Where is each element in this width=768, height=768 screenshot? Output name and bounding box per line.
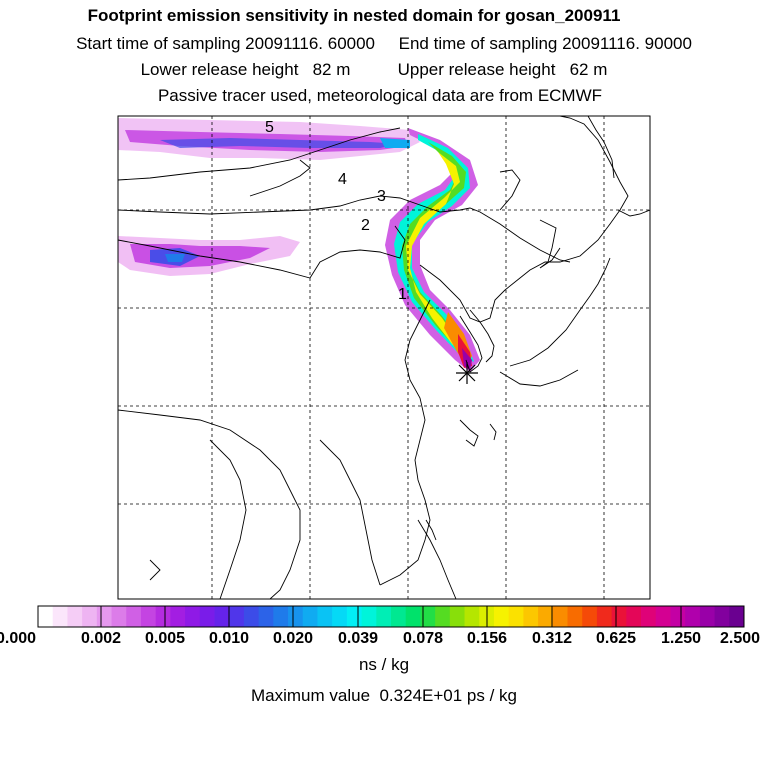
colorbar-swatch <box>523 606 539 627</box>
colorbar-swatch <box>82 606 98 627</box>
colorbar-swatch <box>243 606 260 627</box>
sampling-time-line: Start time of sampling 20091116. 60000 E… <box>76 34 692 53</box>
colorbar-swatch <box>493 606 510 627</box>
colorbar-swatch <box>317 606 333 627</box>
colorbar-swatch <box>435 606 451 627</box>
map-area <box>118 116 650 599</box>
colorbar-swatch <box>214 606 230 627</box>
day-label-2: 2 <box>361 217 370 234</box>
colorbar-swatch <box>611 606 627 627</box>
colorbar-swatch <box>126 606 142 627</box>
sensitivity-plume-west-south <box>118 236 300 276</box>
map-frame <box>117 115 651 600</box>
colorbar-swatch <box>185 606 201 627</box>
colorbar-swatch <box>670 606 686 627</box>
colorbar-tick: 0.000 <box>0 630 36 647</box>
colorbar-swatch <box>140 606 157 627</box>
colorbar-swatch <box>67 606 83 627</box>
maximum-value-label: Maximum value 0.324E+01 ps / kg <box>251 686 517 705</box>
colorbar <box>38 606 745 627</box>
colorbar-swatch <box>52 606 68 627</box>
tracer-info-line: Passive tracer used, meteorological data… <box>157 86 603 105</box>
colorbar-swatch <box>655 606 671 627</box>
plume-day-labels: 1 2 3 4 5 <box>265 119 407 303</box>
colorbar-swatch <box>464 606 480 627</box>
colorbar-tick: 2.500 <box>720 630 760 647</box>
asterisk-icon <box>456 362 478 384</box>
colorbar-swatch <box>714 606 730 627</box>
colorbar-tick: 1.250 <box>661 630 701 647</box>
colorbar-tick-labels: 0.000 0.002 0.005 0.010 0.020 0.039 0.07… <box>0 630 760 647</box>
colorbar-swatch <box>38 606 54 627</box>
coastlines <box>118 116 650 599</box>
colorbar-swatch <box>155 606 171 627</box>
colorbar-swatch <box>582 606 598 627</box>
lat-lon-grid <box>118 116 650 599</box>
colorbar-tick: 0.078 <box>403 630 443 647</box>
colorbar-frame <box>37 605 745 628</box>
day-label-1: 1 <box>398 286 407 303</box>
colorbar-swatch <box>420 606 436 627</box>
colorbar-swatch <box>273 606 289 627</box>
colorbar-tick: 0.312 <box>532 630 572 647</box>
sensitivity-plume-west-north <box>118 118 420 160</box>
colorbar-tick: 0.005 <box>145 630 185 647</box>
release-height-line: Lower release height 82 m Upper release … <box>140 60 608 79</box>
colorbar-swatch <box>170 606 186 627</box>
colorbar-swatch <box>302 606 318 627</box>
colorbar-tick: 0.625 <box>596 630 636 647</box>
colorbar-swatch <box>229 606 245 627</box>
colorbar-swatch <box>596 606 613 627</box>
colorbar-swatch <box>258 606 274 627</box>
colorbar-swatch <box>346 606 362 627</box>
colorbar-tick: 0.156 <box>467 630 507 647</box>
colorbar-swatch <box>699 606 715 627</box>
colorbar-tick: 0.039 <box>338 630 378 647</box>
colorbar-tick: 0.002 <box>81 630 121 647</box>
colorbar-swatch <box>96 606 112 627</box>
colorbar-swatch <box>405 606 421 627</box>
colorbar-swatch <box>391 606 407 627</box>
colorbar-swatch <box>332 606 348 627</box>
plot-title: Footprint emission sensitivity in nested… <box>87 6 621 25</box>
colorbar-tick: 0.010 <box>209 630 249 647</box>
colorbar-swatch <box>111 606 127 627</box>
colorbar-units: ns / kg <box>358 655 410 674</box>
colorbar-swatch <box>626 606 642 627</box>
colorbar-swatch <box>641 606 657 627</box>
colorbar-swatch <box>199 606 215 627</box>
colorbar-swatch <box>685 606 701 627</box>
sensitivity-plume-main <box>385 128 480 372</box>
colorbar-swatch <box>567 606 583 627</box>
colorbar-tick: 0.020 <box>273 630 313 647</box>
colorbar-swatch <box>288 606 304 627</box>
colorbar-swatch <box>449 606 465 627</box>
colorbar-swatch <box>376 606 392 627</box>
colorbar-swatch <box>729 606 745 627</box>
day-label-4: 4 <box>338 171 347 188</box>
colorbar-swatch <box>361 606 377 627</box>
day-label-3: 3 <box>377 188 386 205</box>
day-label-5: 5 <box>265 119 274 136</box>
colorbar-swatch <box>552 606 568 627</box>
colorbar-swatch <box>538 606 554 627</box>
colorbar-swatch <box>508 606 524 627</box>
